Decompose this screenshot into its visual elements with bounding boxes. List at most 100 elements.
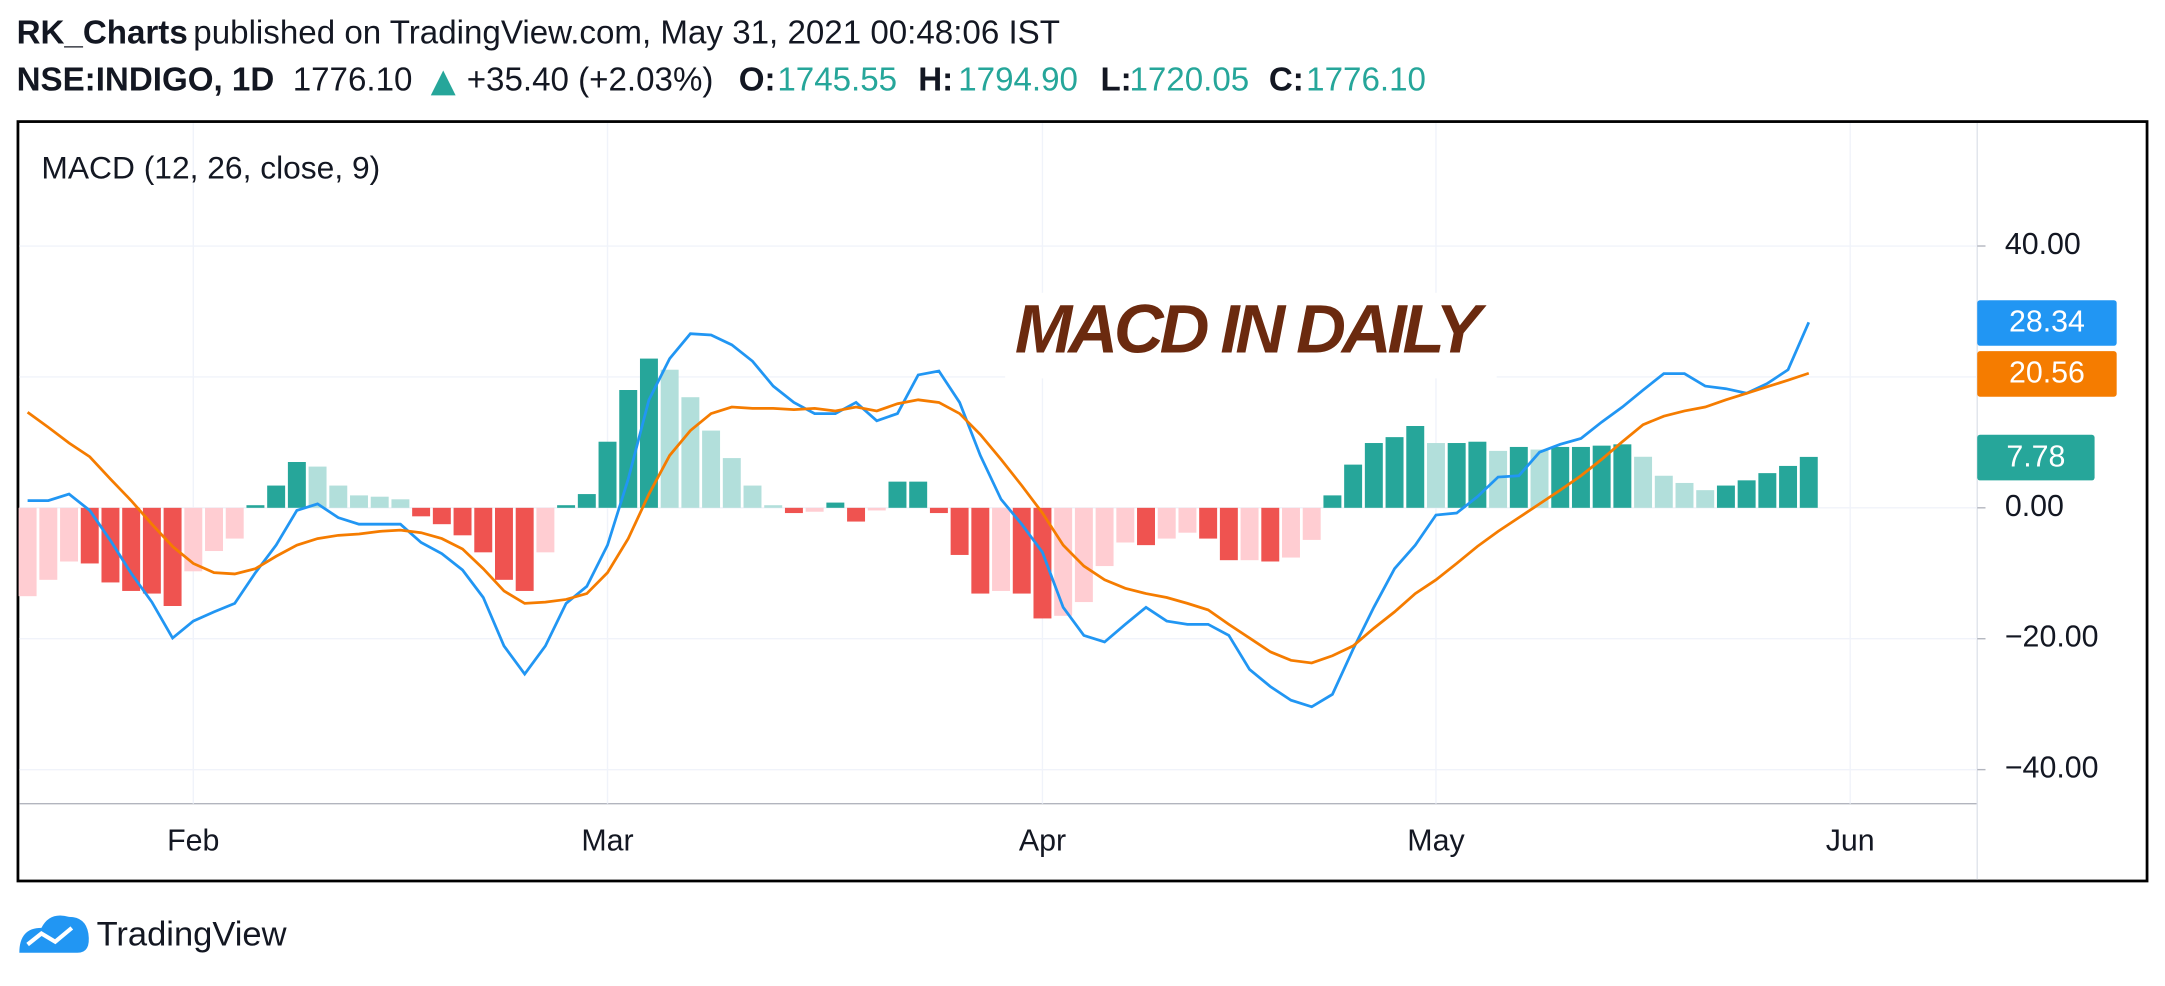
histogram-bar — [1323, 495, 1342, 508]
symbol: NSE:INDIGO, 1D — [17, 61, 275, 98]
histogram-bar — [681, 397, 700, 508]
histogram-bar — [370, 496, 389, 508]
low: 1720.05 — [1129, 61, 1249, 98]
close-label: C: — [1269, 61, 1304, 98]
histogram-bar — [329, 485, 348, 508]
histogram-bar — [722, 458, 741, 508]
histogram-bar — [598, 441, 617, 508]
histogram-bar — [1779, 465, 1798, 508]
y-tick-label: 40.00 — [2005, 228, 2081, 261]
histogram-bar — [619, 390, 638, 508]
indicator-title: MACD (12, 26, close, 9) — [41, 149, 380, 185]
last-value-tag — [1977, 434, 2095, 481]
histogram-bar — [122, 507, 141, 591]
histogram-bar — [1551, 446, 1570, 508]
histogram-bar — [80, 507, 99, 564]
histogram-bar — [1758, 473, 1777, 508]
open-label: O: — [739, 61, 776, 98]
histogram-bar — [1530, 449, 1549, 508]
histogram-bar — [60, 507, 79, 562]
histogram-bar — [225, 507, 244, 539]
histogram-bar — [639, 358, 658, 508]
x-tick-label: Feb — [167, 824, 219, 857]
x-tick-label: Mar — [581, 824, 633, 857]
histogram-bar — [1509, 446, 1528, 508]
histogram-bar — [826, 502, 845, 508]
x-tick-label: May — [1407, 824, 1465, 857]
line-signal — [26, 371, 1810, 665]
histogram-bar — [1426, 443, 1445, 508]
histogram-bar — [18, 507, 37, 597]
histogram-bar — [1033, 507, 1052, 619]
histogram-bar — [412, 507, 431, 517]
annotation-bg — [1005, 292, 1497, 379]
histogram-bar — [1613, 444, 1632, 508]
last-value-label: 20.56 — [2009, 357, 2085, 390]
histogram-bar — [1054, 507, 1073, 616]
tradingview-logo — [19, 915, 89, 953]
histogram-bar — [909, 481, 928, 508]
overlay: MACD (12, 26, close, 9) MACD IN DAILY 7.… — [41, 149, 2117, 481]
last-value-label: 7.78 — [2006, 440, 2065, 473]
histogram-bar — [1737, 480, 1756, 508]
histogram-bar — [1012, 507, 1031, 594]
up-arrow — [430, 70, 456, 96]
histogram-bar — [1219, 507, 1238, 561]
histogram-bar — [1654, 475, 1673, 508]
high: 1794.90 — [958, 61, 1078, 98]
histogram-bar — [1282, 507, 1300, 558]
histogram-bar — [308, 466, 327, 508]
x-tick-label: Jun — [1826, 824, 1875, 857]
histogram-bar — [702, 430, 721, 508]
histogram-bar — [888, 481, 907, 508]
histogram-bar — [1137, 507, 1155, 546]
histogram-bar — [971, 507, 990, 594]
y-tick-label: 0.00 — [2005, 490, 2064, 523]
high-label: H: — [918, 61, 953, 98]
histogram-bar — [350, 495, 368, 508]
histogram-bar — [205, 507, 223, 552]
annotation: MACD IN DAILY — [1015, 290, 1488, 367]
histogram-bar — [1199, 507, 1218, 539]
histogram-bar — [764, 505, 783, 508]
histogram-bar — [1344, 464, 1363, 508]
histogram-bar — [515, 507, 534, 591]
histogram-bar — [163, 507, 182, 607]
histogram-bar — [660, 369, 679, 508]
histogram-bar — [950, 507, 969, 555]
histogram-bar — [557, 505, 576, 508]
close: 1776.10 — [1306, 61, 1426, 98]
histogram-bar — [267, 485, 286, 508]
histogram-bar — [474, 507, 493, 553]
histogram-bar — [1095, 507, 1114, 567]
logo-cloud — [19, 915, 89, 953]
histogram-bar — [784, 507, 803, 514]
histogram-bar — [805, 507, 824, 512]
histogram-bar — [287, 462, 306, 508]
last-value-tag — [1977, 300, 2117, 346]
histogram-bar — [1716, 485, 1735, 508]
histogram-bar — [1675, 482, 1694, 508]
histogram-bar — [1157, 507, 1176, 539]
histogram-bar — [184, 507, 203, 572]
histogram-bar — [1447, 443, 1466, 508]
line-macd — [27, 321, 1811, 709]
histogram-bar — [1074, 507, 1093, 603]
histogram-bar — [1696, 490, 1715, 508]
last-value-tag — [1977, 351, 2117, 397]
histogram-bar — [494, 507, 513, 580]
histogram-bar — [453, 507, 472, 536]
histogram-bar — [391, 499, 410, 508]
histogram-bar — [1799, 456, 1818, 508]
histogram-bar — [847, 507, 866, 522]
histogram-bar — [743, 485, 762, 508]
histogram-bar — [867, 507, 886, 511]
histogram-bar — [432, 507, 451, 525]
histogram-bar — [1240, 507, 1259, 561]
logo-line — [26, 926, 74, 947]
low-label: L: — [1100, 61, 1131, 98]
histogram-bar — [1178, 507, 1197, 533]
histogram-bar — [577, 494, 596, 508]
